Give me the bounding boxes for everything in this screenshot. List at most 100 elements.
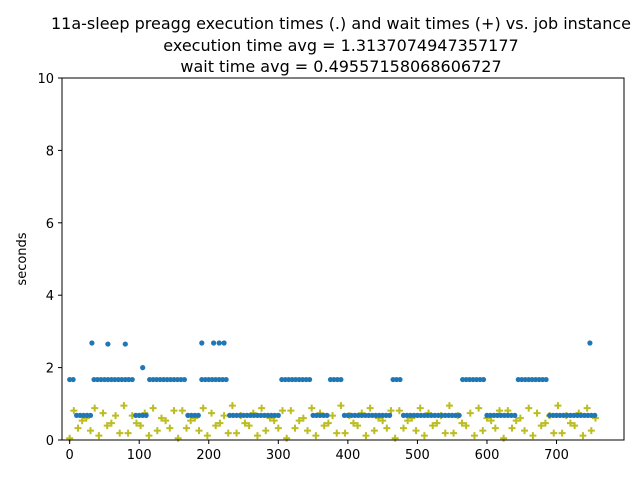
wait-time-point (458, 419, 466, 427)
wait-time-point (420, 432, 428, 440)
wait-time-point (500, 434, 508, 442)
execution-time-point (592, 412, 598, 418)
execution-time-point (397, 376, 403, 383)
wait-time-point (74, 424, 82, 432)
x-axis-ticks: 0 100 200 300 400 500 600 700 (66, 440, 569, 463)
wait-time-point (587, 427, 595, 435)
x-tick-label: 500 (405, 448, 430, 463)
wait-time-point (337, 402, 345, 410)
wait-time-point (203, 432, 211, 440)
execution-time-point (223, 376, 229, 383)
y-tick-label: 2 (46, 362, 54, 377)
wait-time-point (341, 429, 349, 437)
wait-time-point (287, 407, 295, 415)
wait-time-point (450, 429, 458, 437)
y-tick-label: 8 (46, 144, 54, 159)
wait-time-point (183, 424, 191, 432)
wait-time-point (224, 429, 232, 437)
wait-time-point (391, 434, 399, 442)
wait-time-point (541, 419, 549, 427)
wait-time-point (95, 432, 103, 440)
plot-area-frame (61, 77, 625, 441)
wait-time-point (370, 427, 378, 435)
wait-time-point (383, 424, 391, 432)
wait-time-point (107, 419, 115, 427)
wait-time-point (132, 419, 140, 427)
wait-time-point (462, 422, 470, 430)
wait-time-point (445, 402, 453, 410)
wait-time-point (258, 404, 266, 412)
wait-time-point (320, 422, 328, 430)
y-axis-ticks: 0 2 4 6 8 10 (37, 72, 62, 449)
wait-time-point (516, 414, 524, 422)
wait-time-point (349, 419, 357, 427)
execution-time-point (543, 376, 549, 383)
execution-time-point (338, 376, 344, 383)
wait-time-point (583, 404, 591, 412)
wait-time-point (416, 404, 424, 412)
wait-time-point (87, 427, 95, 435)
y-tick-label: 0 (46, 434, 54, 449)
execution-time-point (456, 412, 462, 418)
wait-time-point (470, 432, 478, 440)
execution-time-point (512, 412, 518, 418)
y-axis-label: seconds (15, 232, 30, 285)
wait-time-point (521, 427, 529, 435)
wait-time-point (70, 407, 78, 415)
wait-time-point (262, 427, 270, 435)
wait-time-point (174, 434, 182, 442)
wait-time-point (283, 434, 291, 442)
execution-time-outlier (105, 341, 111, 347)
wait-time-point (91, 404, 99, 412)
execution-time-point (87, 412, 94, 418)
x-tick-label: 0 (66, 448, 74, 463)
execution-time-point (143, 412, 149, 418)
x-tick-label: 100 (127, 448, 152, 463)
wait-time-point (495, 407, 503, 415)
wait-time-point (208, 409, 216, 417)
wait-time-point (199, 404, 207, 412)
wait-time-point (166, 424, 174, 432)
wait-time-point (278, 407, 286, 415)
y-tick-label: 6 (46, 217, 54, 232)
wait-time-point (162, 417, 170, 425)
chart-title-line-3: wait time avg = 0.49557158068606727 (180, 57, 501, 76)
chart-title-line-1: 11a-sleep preagg execution times (.) and… (51, 14, 631, 33)
wait-time-point (579, 432, 587, 440)
execution-time-point (129, 376, 135, 383)
wait-time-point (487, 417, 495, 425)
execution-time-point (387, 412, 393, 418)
wait-time-point (124, 429, 132, 437)
wait-time-point (149, 404, 157, 412)
wait-time-point (533, 409, 541, 417)
wait-time-point (324, 419, 332, 427)
execution-time-outlier (211, 340, 217, 346)
wait-time-point (116, 429, 124, 437)
execution-time-outlier (199, 340, 205, 346)
wait-time-point (400, 424, 408, 432)
wait-time-point (366, 404, 374, 412)
execution-time-point (480, 376, 487, 383)
wait-time-point (566, 419, 574, 427)
wait-time-point (558, 429, 566, 437)
wait-time-point (137, 422, 145, 430)
wait-time-point (245, 422, 253, 430)
wait-time-point (220, 412, 228, 420)
execution-time-outlier (587, 340, 593, 346)
wait-time-point (308, 404, 316, 412)
wait-time-point (491, 424, 499, 432)
y-tick-label: 10 (37, 72, 54, 87)
wait-time-point (153, 427, 161, 435)
wait-time-point (216, 419, 224, 427)
wait-time-point (120, 402, 128, 410)
wait-time-point (466, 409, 474, 417)
execution-time-outlier (216, 340, 222, 346)
wait-time-point (212, 422, 220, 430)
execution-time-point (195, 412, 201, 418)
wait-time-point (299, 414, 307, 422)
wait-time-point (112, 412, 120, 420)
wait-time-point (508, 424, 516, 432)
wait-time-point (537, 422, 545, 430)
execution-time-point (275, 412, 281, 418)
